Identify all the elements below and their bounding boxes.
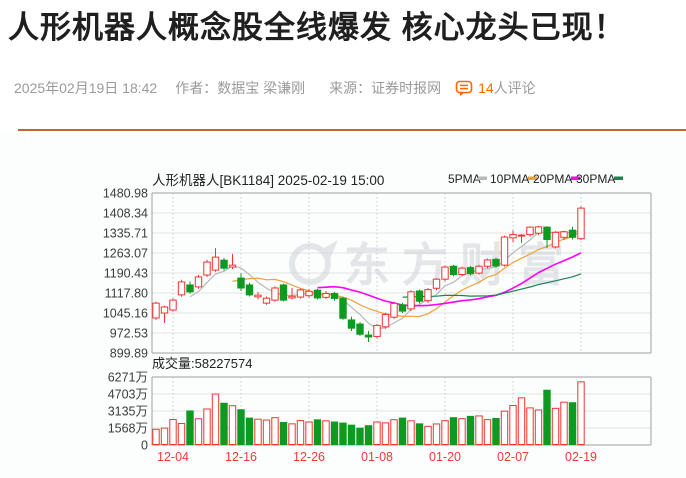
article-title: 人形机器人概念股全线爆发 核心龙头已现！: [8, 10, 626, 45]
price-axis-labels: 1480.98 1408.34 1335.71 1263.07 1190.43 1117.…: [103, 187, 148, 361]
comments-suffix[interactable]: 人评论: [493, 80, 536, 96]
header-divider: [18, 129, 686, 131]
svg-text:01-08: 01-08: [361, 450, 393, 464]
svg-text:12-04: 12-04: [157, 450, 189, 464]
svg-text:20PMA: 20PMA: [533, 172, 572, 186]
svg-text:东方财富: 东方财富: [344, 239, 576, 291]
ma-lines: [189, 229, 582, 330]
svg-text:1263.07: 1263.07: [103, 247, 148, 261]
svg-text:02-07: 02-07: [497, 450, 529, 464]
comments-count-link[interactable]: 14: [478, 80, 494, 96]
chart-root: 东方财富 人形机器人[BK1184] 2025-02-19 15:00 5PMA 10…: [103, 172, 652, 464]
svg-text:10PMA: 10PMA: [490, 172, 529, 186]
svg-text:3135万: 3135万: [108, 405, 148, 419]
publish-date: 2025年02月19日 18:42: [14, 80, 158, 96]
svg-text:1045.16: 1045.16: [103, 307, 148, 321]
price-grid: [151, 192, 652, 354]
svg-text:01-20: 01-20: [429, 450, 461, 464]
chart-legend: 5PMA 10PMA 20PMA 30PMA: [448, 172, 623, 186]
volume-axis-labels: 6271万 4703万 3135万 1568万 0: [108, 371, 148, 453]
chart-title: 人形机器人[BK1184] 2025-02-19 15:00: [152, 173, 384, 188]
svg-text:1117.80: 1117.80: [105, 287, 148, 301]
svg-text:972.53: 972.53: [110, 327, 148, 341]
ma-20-line: [317, 252, 582, 307]
volume-bars: [152, 381, 585, 446]
svg-text:30PMA: 30PMA: [576, 172, 615, 186]
svg-text:1568万: 1568万: [108, 422, 148, 436]
svg-text:899.89: 899.89: [110, 347, 148, 361]
svg-text:6271万: 6271万: [108, 371, 148, 385]
stock-chart: 东方财富 人形机器人[BK1184] 2025-02-19 15:00 5PMA 10…: [0, 150, 686, 478]
svg-text:1335.71: 1335.71: [103, 227, 148, 241]
stock-chart-svg: 东方财富 人形机器人[BK1184] 2025-02-19 15:00 5PMA 10…: [103, 172, 652, 464]
source-name: 证券时报网: [371, 80, 442, 96]
volume-grid: [151, 376, 652, 446]
svg-text:0: 0: [141, 439, 148, 453]
candles: [152, 206, 585, 342]
author-label: 作者：: [175, 80, 218, 96]
svg-text:12-26: 12-26: [293, 450, 325, 464]
ma-10-line: [232, 230, 582, 318]
svg-text:1480.98: 1480.98: [103, 187, 148, 201]
svg-text:12-16: 12-16: [225, 450, 257, 464]
comment-bubble-icon[interactable]: [455, 80, 474, 97]
date-axis-labels: 12-04 12-16 12-26 01-08 01-20 02-07 02-19: [157, 450, 597, 464]
svg-text:4703万: 4703万: [108, 388, 148, 402]
source-label: 来源：: [329, 80, 372, 96]
volume-label: 成交量:58227574: [152, 356, 252, 371]
svg-text:02-19: 02-19: [565, 450, 597, 464]
svg-text:1408.34: 1408.34: [103, 207, 148, 221]
svg-text:1190.43: 1190.43: [104, 267, 148, 281]
article-meta: 2025年02月19日 18:42 作者： 数据宝 梁谦刚 来源： 证券时报网 …: [14, 78, 536, 98]
ma-30-line: [402, 273, 582, 298]
svg-text:5PMA: 5PMA: [448, 172, 481, 186]
author-name: 数据宝 梁谦刚: [217, 80, 306, 96]
